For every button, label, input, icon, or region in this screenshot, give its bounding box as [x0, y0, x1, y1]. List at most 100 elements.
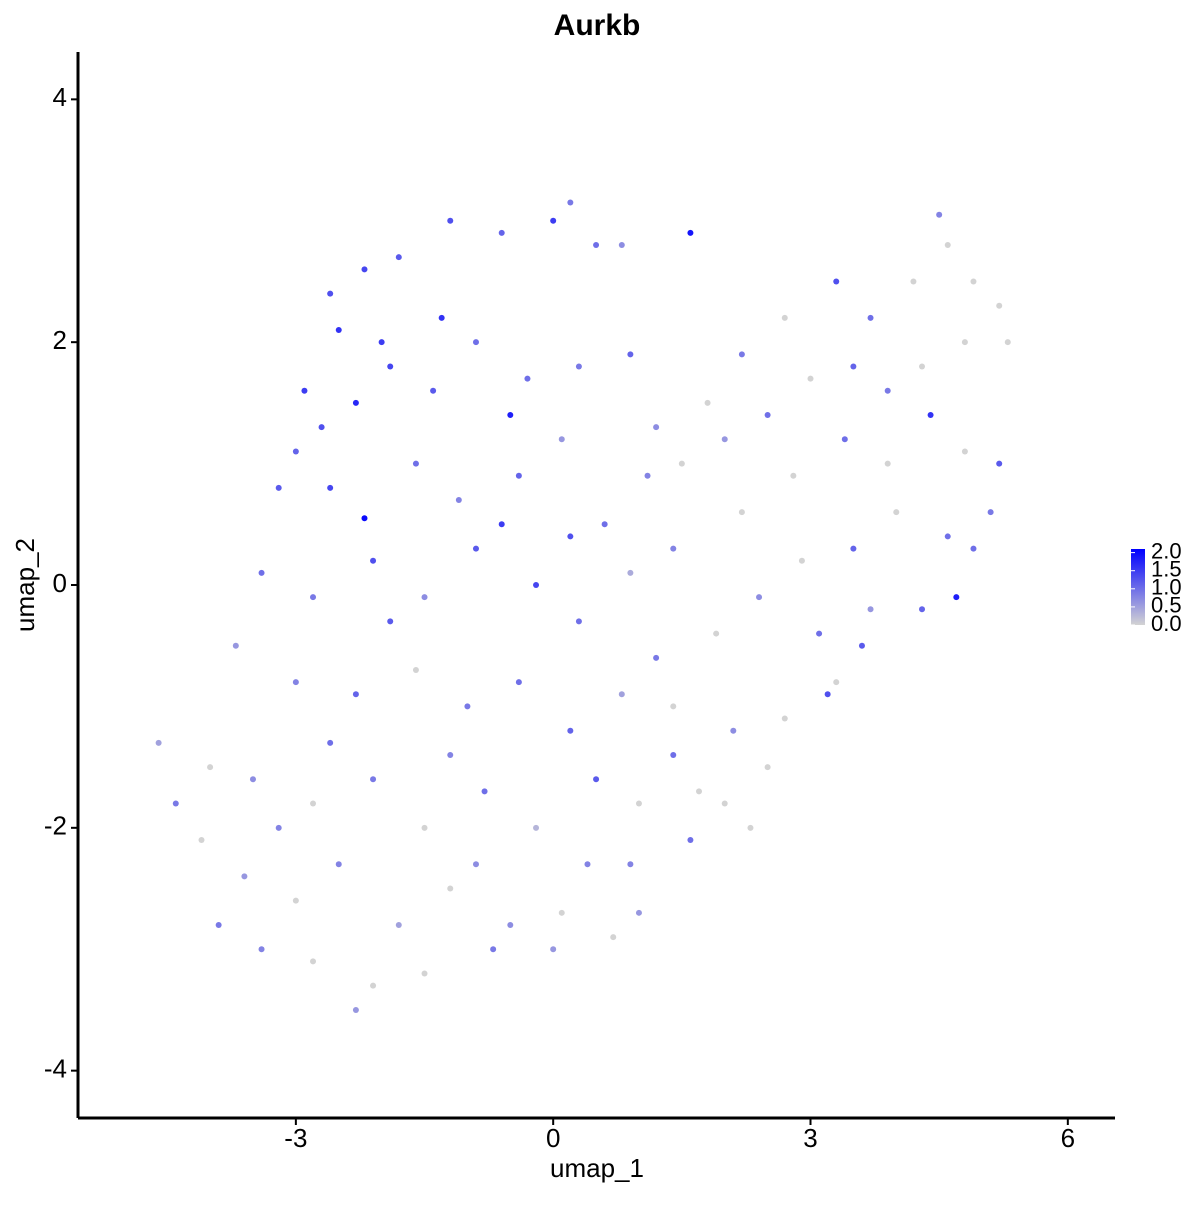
x-tick-label: 0: [546, 1123, 560, 1153]
point: [447, 885, 454, 892]
point: [249, 776, 256, 783]
point: [387, 618, 394, 625]
point: [627, 861, 634, 868]
point: [764, 412, 771, 419]
point: [550, 946, 557, 953]
point: [430, 387, 437, 394]
point: [198, 836, 205, 843]
point: [207, 764, 214, 771]
point: [481, 788, 488, 795]
point: [996, 460, 1003, 467]
point: [781, 314, 788, 321]
point: [567, 533, 574, 540]
point: [507, 921, 514, 928]
point: [412, 460, 419, 467]
x-tick-label: 3: [803, 1123, 817, 1153]
point: [738, 509, 745, 516]
point: [241, 873, 248, 880]
point: [292, 679, 299, 686]
point: [310, 594, 317, 601]
y-tick-label: 0: [53, 568, 67, 598]
point: [627, 569, 634, 576]
point: [301, 387, 308, 394]
point: [421, 970, 428, 977]
point: [618, 242, 625, 249]
point: [936, 211, 943, 218]
point: [438, 314, 445, 321]
point: [550, 217, 557, 224]
point: [635, 909, 642, 916]
point: [833, 278, 840, 285]
point: [687, 836, 694, 843]
point: [653, 654, 660, 661]
point: [970, 545, 977, 552]
point: [524, 375, 531, 382]
colorbar-label: 1.0: [1151, 575, 1182, 600]
point: [515, 472, 522, 479]
point: [670, 545, 677, 552]
point: [738, 351, 745, 358]
x-tick-label: 6: [1061, 1123, 1075, 1153]
point: [472, 861, 479, 868]
point: [275, 484, 282, 491]
point: [575, 618, 582, 625]
point: [730, 727, 737, 734]
point: [927, 412, 934, 419]
point: [335, 861, 342, 868]
point: [567, 199, 574, 206]
point: [327, 484, 334, 491]
point: [352, 1006, 359, 1013]
y-tick-label: 4: [53, 82, 67, 112]
point: [370, 982, 377, 989]
point: [318, 424, 325, 431]
point: [644, 472, 651, 479]
point: [567, 727, 574, 734]
colorbar-label: 2.0: [1151, 538, 1182, 563]
point: [893, 509, 900, 516]
point: [232, 642, 239, 649]
point: [172, 800, 179, 807]
point: [970, 278, 977, 285]
point: [464, 703, 471, 710]
point: [653, 424, 660, 431]
colorbar-label: 0.5: [1151, 593, 1182, 618]
point: [781, 715, 788, 722]
point: [867, 314, 874, 321]
point: [961, 448, 968, 455]
point: [575, 363, 582, 370]
point: [919, 606, 926, 613]
point: [335, 327, 342, 334]
point: [352, 691, 359, 698]
point: [687, 229, 694, 236]
point: [944, 242, 951, 249]
point: [721, 800, 728, 807]
point: [584, 861, 591, 868]
point: [944, 533, 951, 540]
point: [447, 751, 454, 758]
point: [747, 824, 754, 831]
point: [987, 509, 994, 516]
point: [790, 472, 797, 479]
point: [1004, 339, 1011, 346]
x-tick-label: -3: [284, 1123, 307, 1153]
point: [816, 630, 823, 637]
point: [361, 515, 368, 522]
point: [292, 897, 299, 904]
point: [678, 460, 685, 467]
point: [395, 921, 402, 928]
point: [721, 436, 728, 443]
point: [275, 824, 282, 831]
point: [515, 679, 522, 686]
point: [472, 545, 479, 552]
point: [670, 751, 677, 758]
point: [713, 630, 720, 637]
point: [455, 497, 462, 504]
point: [910, 278, 917, 285]
point: [807, 375, 814, 382]
point: [498, 229, 505, 236]
point: [850, 363, 857, 370]
point: [841, 436, 848, 443]
point: [370, 776, 377, 783]
point: [490, 946, 497, 953]
